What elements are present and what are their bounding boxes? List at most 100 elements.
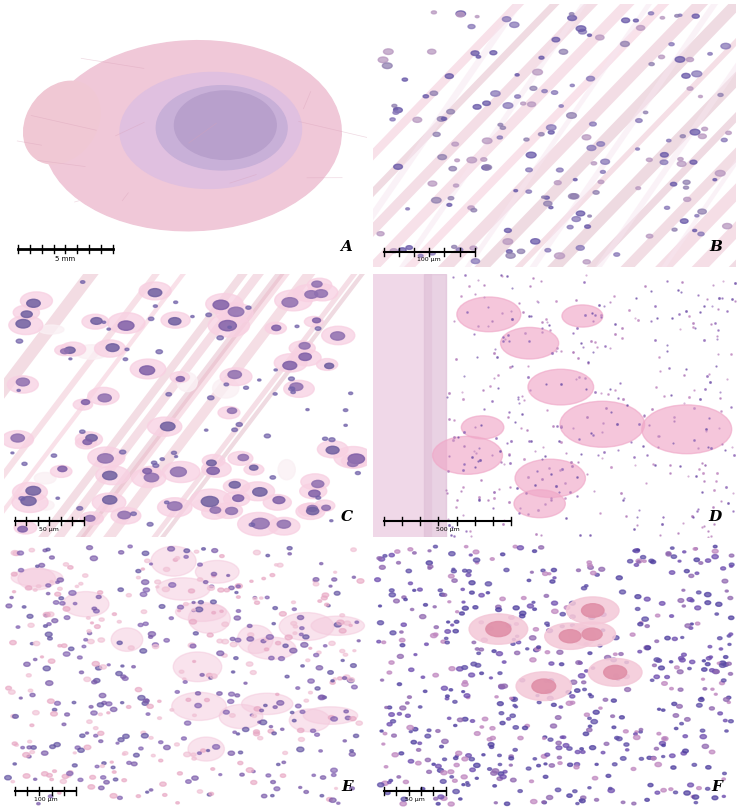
Ellipse shape — [118, 588, 124, 591]
Ellipse shape — [258, 736, 263, 740]
Ellipse shape — [193, 499, 221, 509]
Ellipse shape — [699, 697, 704, 702]
Ellipse shape — [275, 290, 312, 311]
Ellipse shape — [325, 603, 329, 606]
Ellipse shape — [414, 654, 417, 655]
Ellipse shape — [222, 654, 227, 657]
Ellipse shape — [531, 800, 537, 804]
Ellipse shape — [418, 742, 422, 744]
Ellipse shape — [534, 628, 539, 631]
Ellipse shape — [250, 580, 253, 582]
Ellipse shape — [95, 340, 126, 357]
Ellipse shape — [207, 467, 219, 474]
Ellipse shape — [220, 555, 224, 558]
Ellipse shape — [465, 782, 469, 783]
Ellipse shape — [544, 201, 552, 206]
Ellipse shape — [683, 180, 690, 184]
Ellipse shape — [11, 780, 15, 783]
Ellipse shape — [307, 505, 317, 512]
Ellipse shape — [156, 586, 159, 588]
Ellipse shape — [692, 14, 699, 18]
Ellipse shape — [515, 95, 520, 98]
Ellipse shape — [272, 732, 276, 735]
Ellipse shape — [95, 624, 100, 629]
Ellipse shape — [293, 625, 297, 628]
Ellipse shape — [588, 564, 592, 567]
Ellipse shape — [489, 746, 494, 749]
Ellipse shape — [507, 718, 511, 720]
Ellipse shape — [280, 774, 286, 778]
Ellipse shape — [683, 735, 687, 738]
Ellipse shape — [122, 779, 127, 782]
Ellipse shape — [466, 697, 470, 698]
Ellipse shape — [214, 503, 243, 518]
Ellipse shape — [344, 621, 351, 625]
Ellipse shape — [582, 628, 602, 640]
Ellipse shape — [567, 747, 572, 750]
Ellipse shape — [581, 750, 585, 753]
Ellipse shape — [559, 105, 563, 107]
Ellipse shape — [354, 734, 359, 737]
Ellipse shape — [467, 569, 471, 573]
Ellipse shape — [417, 749, 421, 751]
Ellipse shape — [650, 679, 654, 681]
Ellipse shape — [513, 705, 517, 706]
Ellipse shape — [87, 629, 91, 633]
Ellipse shape — [280, 728, 284, 731]
Ellipse shape — [623, 675, 630, 679]
Ellipse shape — [38, 500, 54, 510]
Ellipse shape — [14, 521, 37, 534]
Ellipse shape — [237, 596, 241, 599]
Ellipse shape — [400, 706, 406, 710]
Ellipse shape — [117, 642, 122, 645]
Ellipse shape — [476, 55, 481, 58]
Ellipse shape — [91, 711, 97, 715]
Ellipse shape — [518, 736, 523, 740]
Ellipse shape — [261, 794, 267, 798]
Ellipse shape — [536, 765, 540, 767]
Ellipse shape — [460, 611, 465, 615]
Ellipse shape — [329, 642, 335, 646]
Ellipse shape — [724, 730, 728, 732]
Ellipse shape — [190, 644, 196, 648]
Ellipse shape — [216, 303, 253, 324]
Ellipse shape — [500, 127, 505, 129]
Ellipse shape — [695, 215, 699, 217]
Ellipse shape — [326, 446, 339, 454]
Ellipse shape — [223, 479, 249, 494]
Ellipse shape — [489, 677, 492, 679]
Ellipse shape — [696, 591, 701, 594]
Ellipse shape — [503, 770, 507, 773]
Ellipse shape — [334, 591, 340, 595]
Ellipse shape — [10, 641, 16, 645]
Ellipse shape — [18, 551, 24, 555]
Ellipse shape — [132, 666, 135, 668]
Ellipse shape — [539, 132, 544, 136]
Ellipse shape — [696, 787, 702, 790]
Ellipse shape — [133, 753, 139, 757]
Ellipse shape — [263, 495, 292, 510]
Ellipse shape — [67, 771, 73, 775]
Ellipse shape — [504, 569, 509, 572]
Ellipse shape — [329, 715, 334, 719]
Ellipse shape — [391, 734, 397, 737]
Ellipse shape — [728, 643, 731, 646]
Ellipse shape — [722, 796, 725, 797]
Ellipse shape — [724, 655, 728, 659]
Ellipse shape — [314, 654, 319, 657]
Ellipse shape — [273, 706, 278, 709]
Ellipse shape — [516, 672, 571, 701]
Ellipse shape — [438, 589, 443, 592]
Ellipse shape — [138, 624, 143, 627]
Ellipse shape — [388, 713, 394, 716]
Ellipse shape — [548, 679, 554, 683]
Ellipse shape — [312, 318, 320, 323]
Ellipse shape — [587, 728, 592, 732]
Ellipse shape — [669, 787, 673, 791]
Ellipse shape — [387, 706, 391, 709]
Ellipse shape — [692, 763, 696, 766]
Ellipse shape — [380, 565, 386, 569]
Ellipse shape — [619, 590, 625, 594]
Ellipse shape — [118, 551, 124, 554]
Ellipse shape — [217, 639, 223, 643]
